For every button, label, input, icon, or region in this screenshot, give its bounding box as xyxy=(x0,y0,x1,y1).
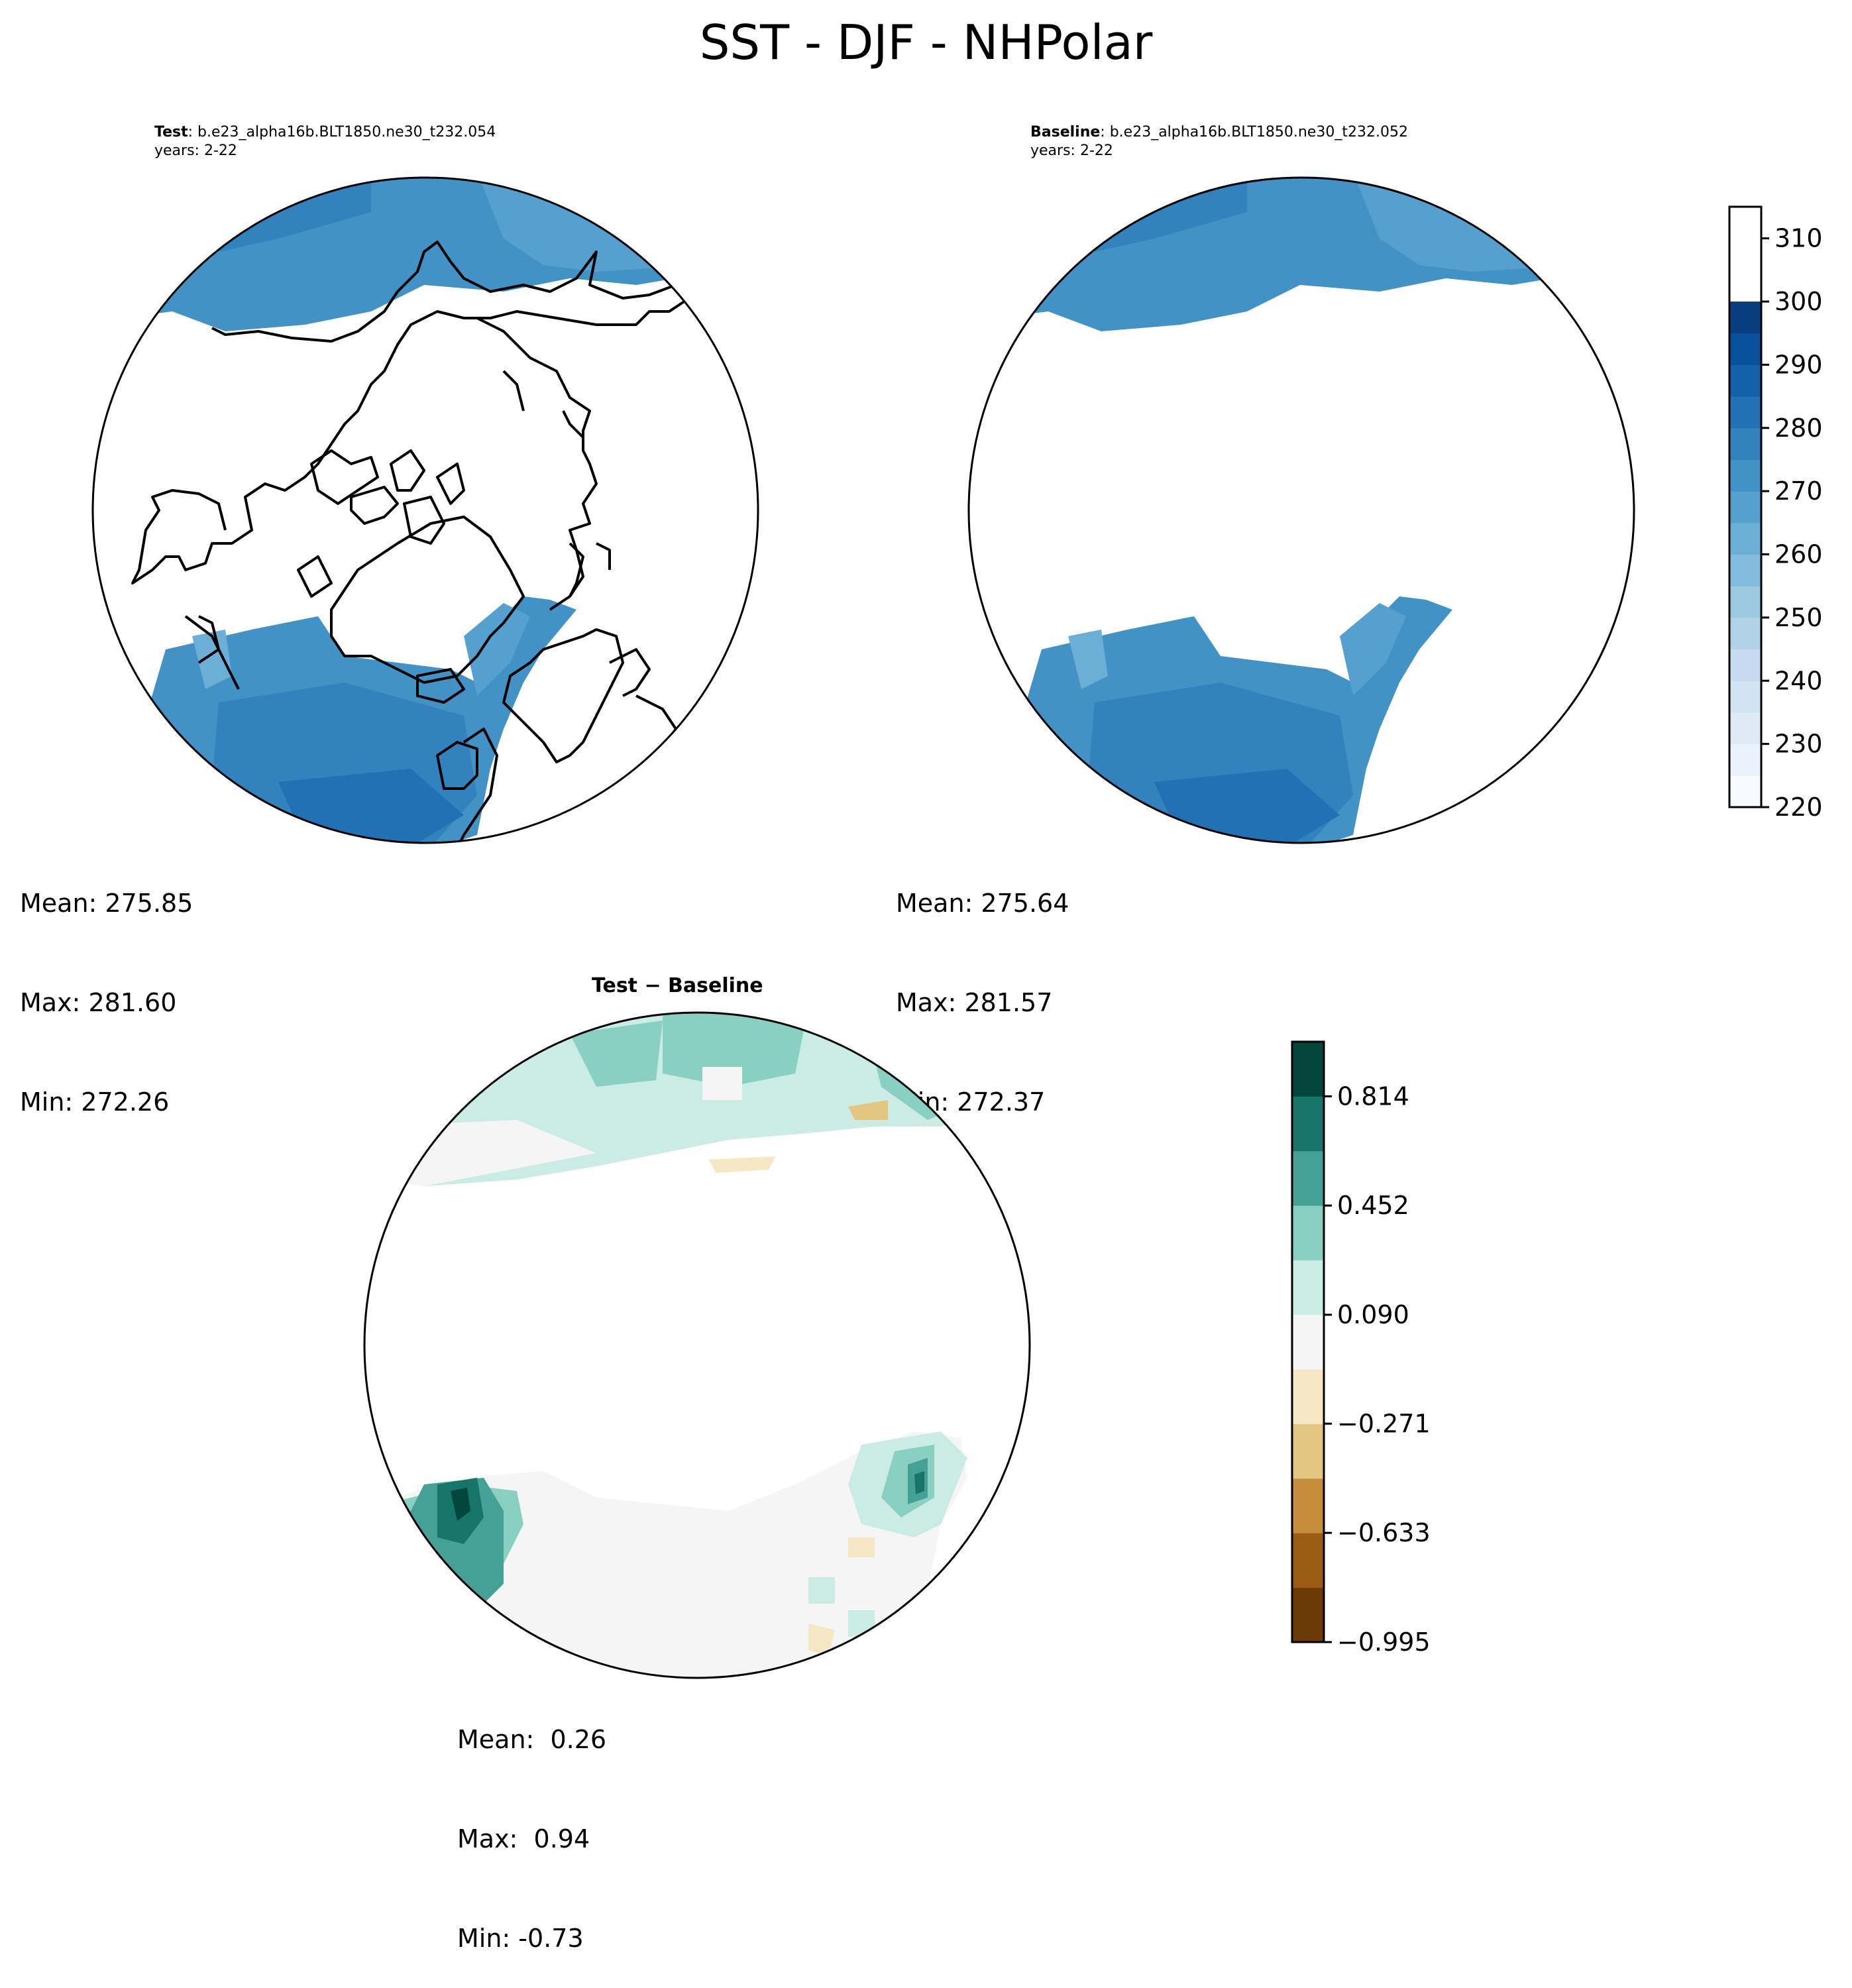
baseline-subtitle: Baseline: b.e23_alpha16b.BLT1850.ne30_t2… xyxy=(1030,123,1408,160)
difference-colorbar-segment xyxy=(1292,1150,1324,1206)
absolute-colorbar-segment xyxy=(1729,586,1761,618)
baseline-mean: Mean: 275.64 xyxy=(896,889,1069,918)
baseline-label: Baseline xyxy=(1030,124,1101,140)
baseline-map xyxy=(967,176,1635,844)
baseline-stats: Mean: 275.64 Max: 281.57 Min: 272.37 xyxy=(896,820,1069,1152)
absolute-colorbar-tick-label: 290 xyxy=(1774,350,1823,379)
absolute-colorbar-tick-label: 250 xyxy=(1774,603,1823,632)
difference-mean: Mean: 0.26 xyxy=(457,1725,607,1754)
absolute-colorbar-segment xyxy=(1729,427,1761,460)
test-label: Test xyxy=(154,124,188,140)
absolute-colorbar-segment xyxy=(1729,491,1761,524)
test-years: years: 2-22 xyxy=(154,142,237,159)
figure-title: SST - DJF - NHPolar xyxy=(699,15,1153,70)
absolute-colorbar-frame xyxy=(1728,205,1763,808)
difference-colorbar-frame xyxy=(1291,1040,1325,1643)
absolute-colorbar-tick-label: 260 xyxy=(1774,540,1823,569)
absolute-colorbar-tick-label: 270 xyxy=(1774,476,1823,506)
absolute-colorbar-segment xyxy=(1729,775,1761,808)
absolute-colorbar: 220 230 240 250 260 270 280 290 300 310 xyxy=(1728,205,1823,822)
baseline-case: : b.e23_alpha16b.BLT1850.ne30_t232.052 xyxy=(1100,124,1408,140)
test-subtitle: Test: b.e23_alpha16b.BLT1850.ne30_t232.0… xyxy=(154,123,496,160)
absolute-colorbar-segment xyxy=(1729,364,1761,397)
baseline-years: years: 2-22 xyxy=(1030,142,1113,159)
difference-colorbar-segment xyxy=(1292,1587,1324,1643)
test-stats: Mean: 275.85 Max: 281.60 Min: 272.26 xyxy=(20,820,193,1152)
difference-min: Min: -0.73 xyxy=(457,1924,584,1953)
difference-title: Test − Baseline xyxy=(592,974,763,997)
absolute-colorbar-tick-label: 300 xyxy=(1774,287,1823,316)
test-coastlines xyxy=(131,241,724,843)
absolute-colorbar-segment xyxy=(1729,396,1761,429)
absolute-colorbar-segment xyxy=(1729,617,1761,650)
test-mean: Mean: 275.85 xyxy=(20,889,193,918)
test-case: : b.e23_alpha16b.BLT1850.ne30_t232.054 xyxy=(188,124,496,140)
difference-map xyxy=(363,1011,1031,1679)
difference-colorbar-tick-label: 0.814 xyxy=(1337,1081,1409,1111)
absolute-colorbar-segment xyxy=(1729,302,1761,334)
absolute-colorbar-tick-label: 220 xyxy=(1774,793,1823,822)
absolute-colorbar-tick-label: 230 xyxy=(1774,730,1823,759)
absolute-colorbar-segment xyxy=(1729,522,1761,555)
test-max: Max: 281.60 xyxy=(20,988,177,1017)
absolute-colorbar-segment xyxy=(1729,333,1761,365)
difference-colorbar-segment xyxy=(1292,1096,1324,1152)
absolute-colorbar-tick-label: 280 xyxy=(1774,414,1823,443)
difference-colorbar-segment xyxy=(1292,1205,1324,1260)
difference-colorbar-segment xyxy=(1292,1478,1324,1533)
difference-colorbar: −0.995 −0.633 −0.271 0.090 0.452 0.814 xyxy=(1291,1040,1431,1657)
difference-colorbar-tick-label: −0.271 xyxy=(1337,1409,1431,1438)
absolute-colorbar-segment xyxy=(1729,649,1761,681)
difference-colorbar-segment xyxy=(1292,1314,1324,1370)
difference-colorbar-segment xyxy=(1292,1042,1324,1097)
absolute-colorbar-segment xyxy=(1729,459,1761,492)
difference-colorbar-tick-label: 0.090 xyxy=(1337,1300,1409,1329)
difference-colorbar-segment xyxy=(1292,1423,1324,1479)
absolute-colorbar-segment xyxy=(1729,554,1761,586)
difference-max: Max: 0.94 xyxy=(457,1824,590,1853)
difference-colorbar-tick-label: 0.452 xyxy=(1337,1191,1409,1220)
absolute-colorbar-segment xyxy=(1729,712,1761,745)
absolute-colorbar-segment xyxy=(1729,681,1761,713)
difference-colorbar-segment xyxy=(1292,1260,1324,1315)
difference-colorbar-segment xyxy=(1292,1369,1324,1425)
test-map xyxy=(91,176,759,844)
difference-colorbar-tick-label: −0.633 xyxy=(1337,1518,1431,1547)
difference-colorbar-tick-label: −0.995 xyxy=(1337,1628,1431,1657)
absolute-colorbar-segment xyxy=(1729,744,1761,776)
test-min: Min: 272.26 xyxy=(20,1087,170,1117)
absolute-colorbar-tick-label: 240 xyxy=(1774,666,1823,695)
difference-colorbar-segment xyxy=(1292,1533,1324,1588)
baseline-max: Max: 281.57 xyxy=(896,988,1053,1017)
absolute-colorbar-tick-label: 310 xyxy=(1774,224,1823,253)
